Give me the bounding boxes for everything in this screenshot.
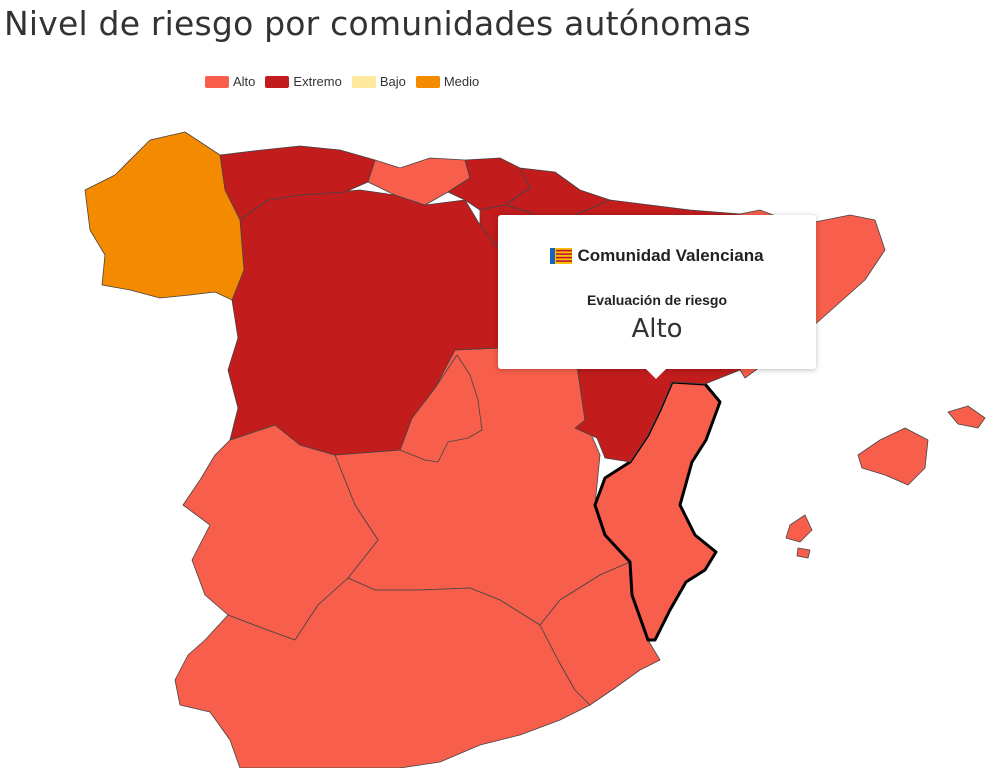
tooltip-value: Alto (631, 314, 683, 344)
region-ibiza[interactable] (785, 514, 813, 543)
legend-label-extremo: Extremo (293, 74, 342, 89)
tooltip-header: Comunidad Valenciana (498, 246, 816, 266)
region-formentera[interactable] (796, 547, 811, 559)
tooltip-label: Evaluación de riesgo (586, 292, 728, 308)
legend-swatch-extremo (265, 75, 290, 88)
legend-item-extremo[interactable]: Extremo (265, 74, 342, 89)
region-illes-balears[interactable] (857, 427, 929, 486)
region-tooltip: Comunidad Valenciana Evaluación de riesg… (498, 215, 816, 379)
legend-label-bajo: Bajo (379, 74, 406, 89)
legend-swatch-medio (415, 75, 440, 88)
valencian-flag-icon (550, 248, 573, 264)
region-galicia[interactable] (84, 131, 245, 301)
page-title: Nivel de riesgo por comunidades autónoma… (4, 4, 751, 43)
region-murcia[interactable] (539, 561, 661, 706)
map-legend: Alto Extremo Bajo Medio (205, 74, 479, 89)
legend-swatch-bajo (351, 75, 376, 88)
legend-label-medio: Medio (443, 74, 480, 89)
legend-swatch-alto (205, 75, 229, 88)
tooltip-region-name: Comunidad Valenciana (577, 246, 764, 265)
legend-item-bajo[interactable]: Bajo (351, 74, 406, 89)
region-comunidad-valenciana[interactable] (593, 380, 722, 642)
legend-item-medio[interactable]: Medio (415, 74, 480, 89)
region-menorca[interactable] (947, 405, 986, 429)
region-andalucia[interactable] (174, 577, 591, 768)
legend-item-alto[interactable]: Alto (205, 74, 255, 89)
legend-label-alto: Alto (233, 74, 256, 89)
